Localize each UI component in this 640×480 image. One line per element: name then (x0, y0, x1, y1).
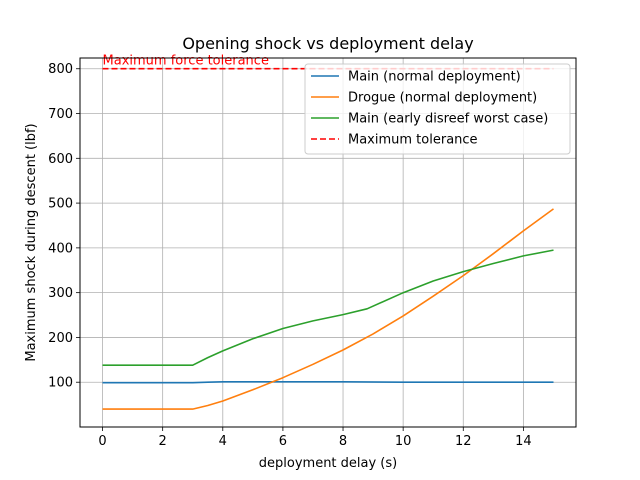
y-tick-label: 500 (48, 197, 73, 212)
y-tick-label: 300 (48, 286, 73, 301)
series-line-drogue-normal-deployment (102, 208, 554, 410)
x-tick-label: 6 (279, 434, 287, 449)
x-tick-label: 14 (515, 434, 532, 449)
y-tick-label: 600 (48, 152, 73, 167)
series-line-main-normal-deployment (102, 380, 554, 384)
annotation-text: Maximum force tolerance (103, 54, 269, 69)
x-tick-label: 8 (339, 434, 347, 449)
chart-title: Opening shock vs deployment delay (182, 34, 473, 53)
y-tick-label: 700 (48, 107, 73, 122)
plot-area-frame (79, 57, 577, 428)
legend-label: Drogue (normal deployment) (348, 91, 537, 106)
y-tick-label: 100 (48, 376, 73, 391)
annotations-group: Maximum force tolerance (103, 54, 269, 69)
legend-box (304, 63, 571, 155)
y-tick-label: 400 (48, 241, 73, 256)
ticks-group: 0 2 4 6 8 10 12 14 100 200 300 400 500 600 700 800 (48, 62, 531, 449)
legend-label: Main (normal deployment) (348, 70, 521, 85)
x-tick-label: 0 (98, 434, 106, 449)
legend-label: Main (early disreef worst case) (348, 112, 548, 127)
x-tick-label: 10 (395, 434, 412, 449)
x-tick-label: 4 (219, 434, 227, 449)
legend-label: Maximum tolerance (348, 133, 478, 148)
y-tick-label: 800 (48, 62, 73, 77)
x-axis-label: deployment delay (s) (259, 456, 397, 471)
y-axis-label: Maximum shock during descent (lbf) (24, 123, 39, 361)
legend: Main (normal deployment) Drogue (normal d… (304, 63, 571, 155)
x-tick-label: 2 (159, 434, 167, 449)
series-line-main-early-disreef-worst-case (102, 249, 554, 367)
x-tick-label: 12 (455, 434, 472, 449)
y-tick-label: 200 (48, 331, 73, 346)
